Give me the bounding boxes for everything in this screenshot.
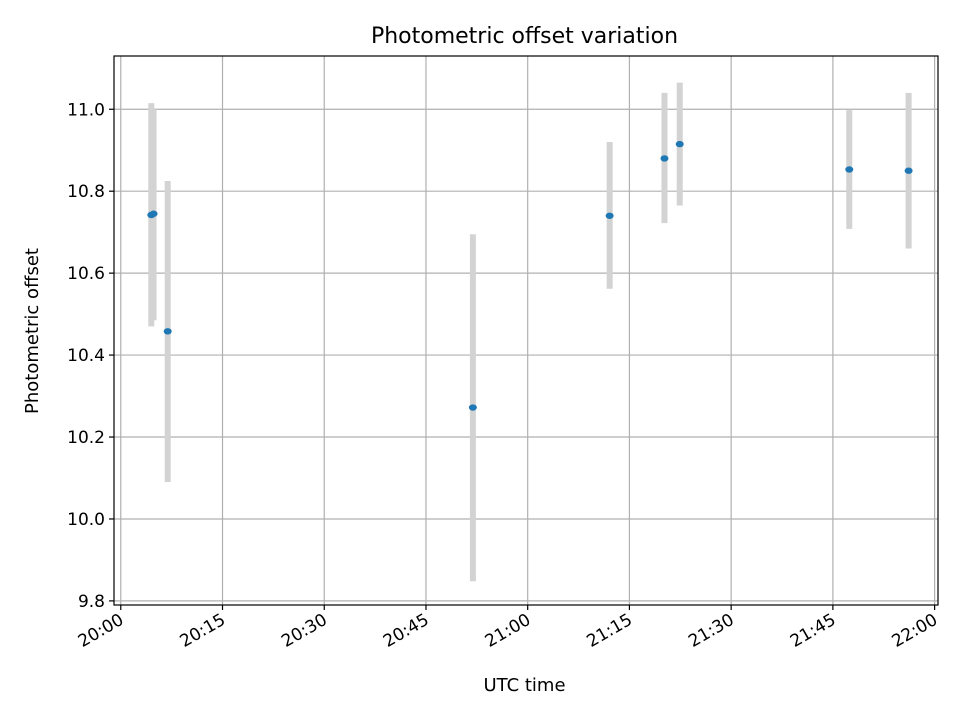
y-axis-label: Photometric offset: [22, 248, 43, 414]
x-tick-label: 20:45: [380, 610, 432, 652]
data-points: [147, 140, 913, 411]
x-tick-label: 21:00: [482, 610, 534, 652]
y-tick-label: 10.0: [67, 510, 105, 530]
data-point: [845, 166, 854, 173]
data-point: [904, 167, 913, 174]
y-tick-label: 10.8: [67, 182, 105, 202]
chart-title: Photometric offset variation: [371, 24, 678, 49]
grid-lines: [114, 56, 938, 605]
data-point: [149, 210, 158, 217]
x-axis-ticks: 20:00 20:15 20:30 20:45 21:00 21:15 21:30 21:45…: [75, 605, 941, 652]
y-tick-label: 9.8: [78, 592, 105, 612]
x-tick-label: 20:00: [75, 610, 127, 652]
x-tick-label: 21:30: [685, 610, 737, 652]
y-axis-ticks: 9.8 10.0 10.2 10.4 10.6 10.8 11.0: [67, 100, 114, 612]
data-point: [468, 404, 477, 411]
x-tick-label: 21:15: [583, 610, 635, 652]
x-axis-label: UTC time: [483, 675, 565, 696]
x-tick-label: 22:00: [889, 610, 941, 652]
data-point: [163, 328, 172, 335]
x-tick-label: 20:30: [278, 610, 330, 652]
x-tick-label: 20:15: [177, 610, 229, 652]
y-tick-label: 10.2: [67, 428, 105, 448]
error-bars: [148, 82, 912, 582]
y-tick-label: 10.4: [67, 346, 105, 366]
y-tick-label: 10.6: [67, 264, 105, 284]
data-point: [605, 212, 614, 219]
y-tick-label: 11.0: [67, 100, 105, 120]
data-point: [675, 140, 684, 148]
data-point: [660, 155, 669, 162]
x-tick-label: 21:45: [787, 610, 839, 652]
plot-frame: [113, 55, 939, 606]
